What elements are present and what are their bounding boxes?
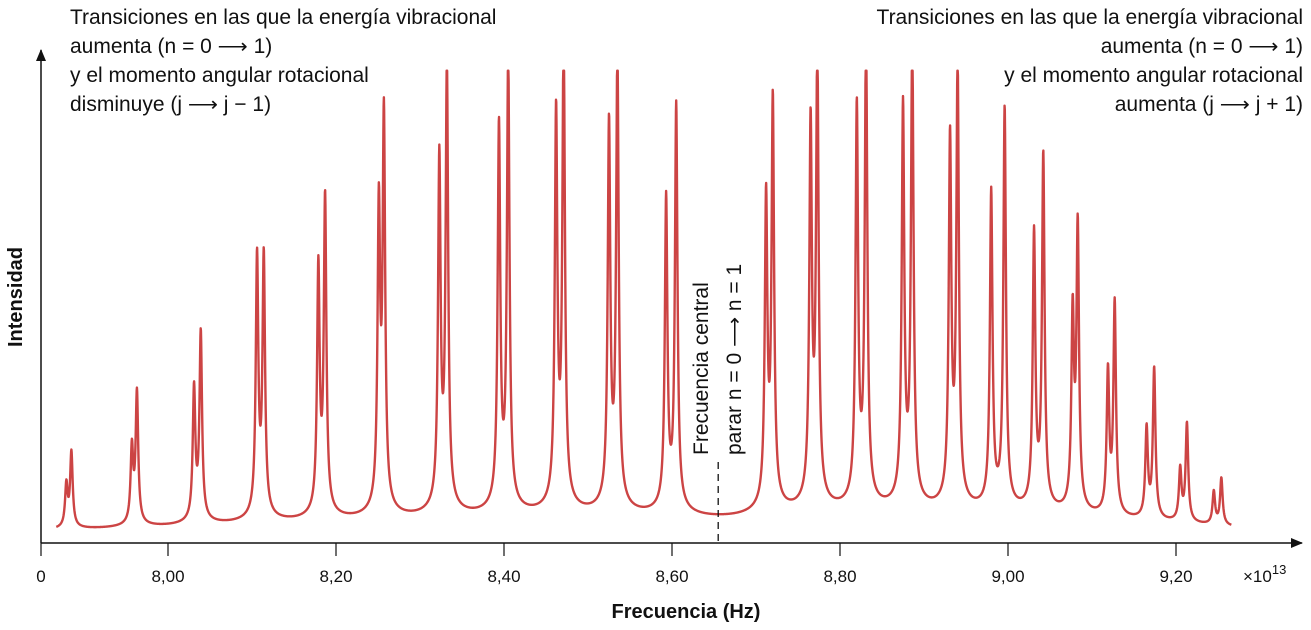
x-tick-label: 9,00	[991, 567, 1024, 586]
annotation-left-line: disminuye (j ⟶ j − 1)	[70, 93, 271, 116]
annotation-left: Transiciones en las que la energía vibra…	[70, 6, 496, 116]
x-tick-label: 8,80	[823, 567, 856, 586]
annotation-left-line: aumenta (n = 0 ⟶ 1)	[70, 35, 272, 58]
x-tick-label: 8,20	[319, 567, 352, 586]
annotation-right-line: y el momento angular rotacional	[1004, 64, 1303, 87]
y-axis-label: Intensidad	[5, 247, 27, 347]
annotation-left-line: Transiciones en las que la energía vibra…	[70, 6, 496, 29]
annotation-left-line: y el momento angular rotacional	[70, 64, 369, 87]
annotation-right-line: aumenta (n = 0 ⟶ 1)	[1101, 35, 1303, 58]
annotation-center-line: parar n = 0 ⟶ n = 1	[723, 264, 746, 455]
annotation-center-line: Frecuencia central	[690, 282, 713, 455]
annotation-right-line: aumenta (j ⟶ j + 1)	[1115, 93, 1303, 116]
x-multiplier: ×1013	[1243, 562, 1286, 586]
spectrum-line	[55, 69, 1233, 529]
x-tick-label: 8,00	[151, 567, 184, 586]
x-axis-label: Frecuencia (Hz)	[612, 601, 761, 623]
annotation-right-line: Transiciones en las que la energía vibra…	[877, 6, 1303, 29]
x-tick-label: 8,40	[487, 567, 520, 586]
annotation-right: Transiciones en las que la energía vibra…	[877, 6, 1303, 116]
x-tick-label: 9,20	[1159, 567, 1192, 586]
x-tick-label: 8,60	[655, 567, 688, 586]
x-tick-label: 0	[36, 567, 45, 586]
annotation-center: Frecuencia central parar n = 0 ⟶ n = 1	[690, 264, 746, 455]
